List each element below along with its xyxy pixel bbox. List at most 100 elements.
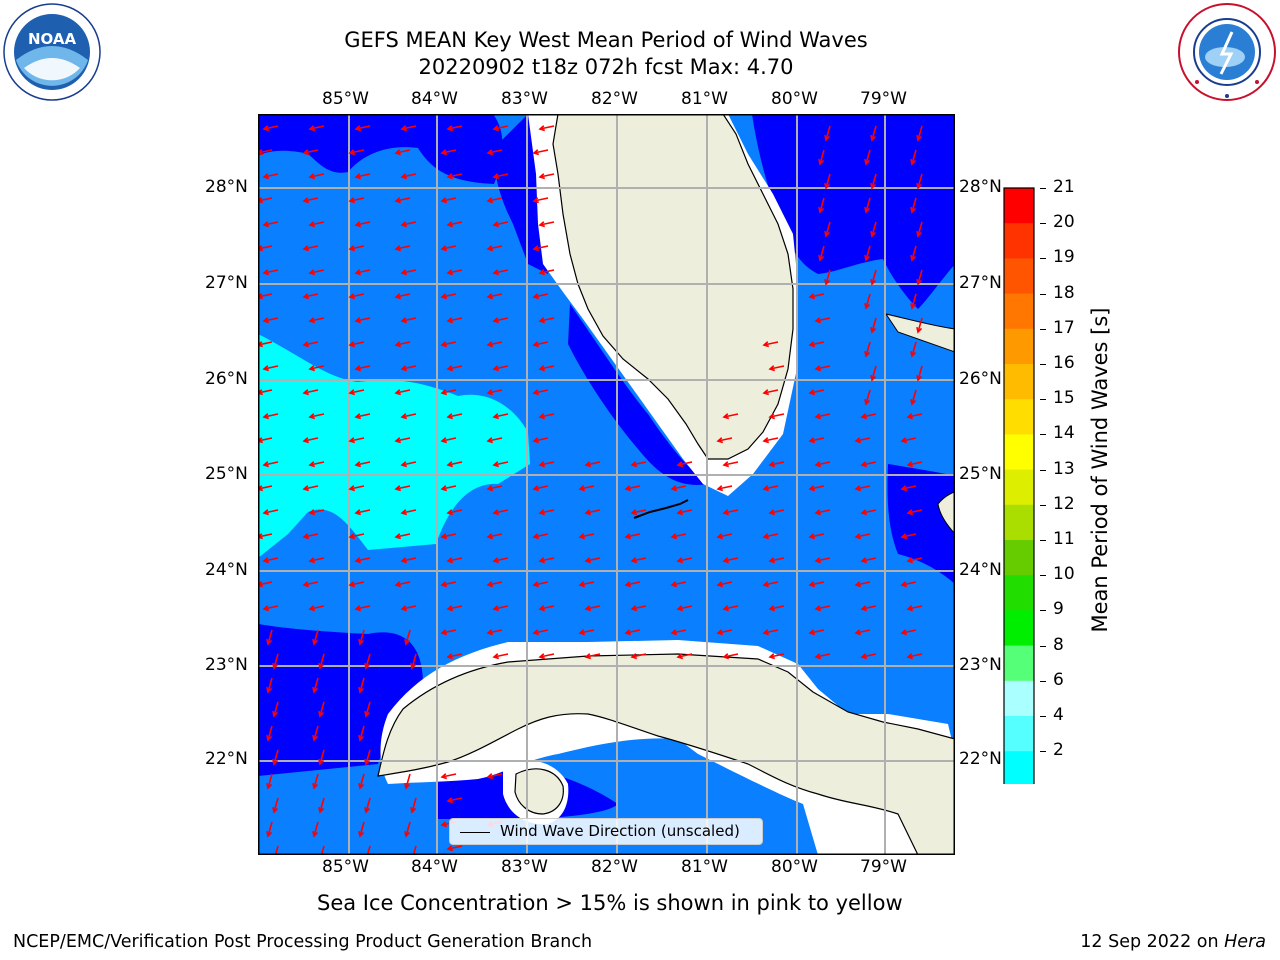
land-florida (552, 114, 794, 460)
wind-arrow (404, 821, 411, 838)
wind-arrow (818, 245, 825, 262)
wind-arrow (630, 509, 647, 516)
wind-arrow (258, 149, 273, 156)
colorbar-segment (1004, 751, 1034, 784)
lat-label-right: 24°N (959, 560, 1002, 580)
wind-arrow (446, 605, 463, 612)
colorbar-frame (1003, 187, 1035, 784)
wind-arrow (394, 293, 411, 300)
wind-arrow (348, 341, 365, 348)
colorbar-tick-label: 10 (1053, 564, 1075, 585)
wind-arrow (538, 605, 555, 612)
colorbar-segment (1004, 328, 1034, 365)
wind-arrow (808, 389, 825, 396)
wind-arrow (348, 149, 365, 156)
wind-arrow (538, 269, 555, 276)
wind-arrow (358, 725, 365, 742)
wind-arrow (394, 197, 411, 204)
wind-arrow (722, 653, 739, 660)
wind-arrow (762, 485, 779, 492)
wind-arrow (446, 221, 463, 228)
wind-arrow (400, 509, 417, 516)
wind-arrow (440, 533, 457, 540)
wind-arrow (262, 509, 279, 516)
wind-arrow (538, 125, 555, 132)
wind-arrow (578, 485, 595, 492)
map-panel (258, 114, 955, 855)
wind-arrow (584, 557, 601, 564)
wind-arrow (400, 605, 417, 612)
wind-arrow (910, 293, 917, 310)
wind-arrow (584, 509, 601, 516)
wind-arrow (814, 317, 831, 324)
contour-2s-ne (752, 114, 955, 309)
lat-label-left: 27°N (205, 273, 248, 293)
colorbar-tick-mark (1040, 469, 1046, 471)
wind-arrow (446, 509, 463, 516)
colorbar-tick-mark (1040, 610, 1046, 612)
wind-arrow (308, 269, 325, 276)
wind-arrow (818, 149, 825, 166)
wind-arrow (354, 221, 371, 228)
colorbar-tick-label: 12 (1053, 493, 1075, 514)
wind-arrow (354, 557, 371, 564)
wind-arrow (440, 629, 457, 636)
wind-arrow (262, 173, 279, 180)
wind-arrow (266, 821, 273, 838)
wind-arrow (302, 245, 319, 252)
wind-arrow (302, 485, 319, 492)
wind-arrow (916, 125, 923, 142)
lon-label-bottom: 84°W (411, 857, 458, 877)
lat-label-left: 28°N (205, 177, 248, 197)
wind-arrow (722, 605, 739, 612)
wind-arrow (486, 533, 503, 540)
lon-label-top: 79°W (860, 89, 907, 109)
legend-label: Wind Wave Direction (unscaled) (500, 822, 740, 840)
wind-arrow (302, 533, 319, 540)
wind-arrow (258, 485, 273, 492)
wind-arrow (446, 365, 463, 372)
wind-arrow (768, 653, 785, 660)
wind-arrow (262, 557, 279, 564)
wind-arrow (670, 581, 687, 588)
wind-arrow (864, 245, 871, 262)
wind-arrow (446, 125, 463, 132)
colorbar-segment (1004, 716, 1034, 752)
colorbar-tick-label: 16 (1053, 353, 1075, 373)
wind-arrow (762, 533, 779, 540)
wind-arrow (532, 389, 549, 396)
wind-arrow (532, 485, 549, 492)
wind-arrow (854, 629, 871, 636)
map-legend: Wind Wave Direction (unscaled) (449, 818, 763, 845)
wind-arrow (258, 389, 273, 396)
wind-arrow (394, 581, 411, 588)
wind-arrow (906, 653, 923, 660)
wind-arrow (394, 149, 411, 156)
wind-arrow (808, 629, 825, 636)
wind-arrow (404, 629, 411, 646)
wind-arrow (900, 485, 917, 492)
wind-arrow (676, 461, 693, 468)
wind-arrow (302, 149, 319, 156)
wind-arrow (358, 773, 365, 790)
wind-arrow (262, 605, 279, 612)
wind-arrow (916, 365, 923, 382)
footer-producer: NCEP/EMC/Verification Post Processing Pr… (13, 932, 593, 952)
wind-arrow (916, 173, 923, 190)
lon-label-top: 83°W (501, 89, 548, 109)
colorbar-segment (1004, 258, 1034, 295)
wind-arrow (258, 293, 273, 300)
wind-arrow (354, 125, 371, 132)
colorbar-segment (1004, 223, 1034, 259)
wind-arrow (630, 605, 647, 612)
wind-arrow (364, 701, 371, 718)
colorbar-tick-mark (1040, 751, 1046, 753)
wind-arrow (808, 533, 825, 540)
wind-arrow (492, 221, 509, 228)
wind-arrow (854, 485, 871, 492)
wind-arrow (262, 125, 279, 132)
colorbar-tick-label: 9 (1053, 599, 1064, 620)
wind-arrow (400, 557, 417, 564)
wind-arrow (354, 269, 371, 276)
wind-arrow (400, 125, 417, 132)
